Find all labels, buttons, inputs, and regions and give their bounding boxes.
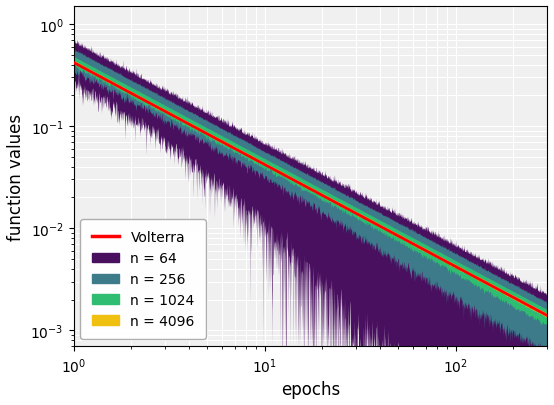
Y-axis label: function values: function values: [7, 113, 25, 240]
X-axis label: epochs: epochs: [281, 380, 340, 398]
Legend: Volterra, n = 64, n = 256, n = 1024, n = 4096: Volterra, n = 64, n = 256, n = 1024, n =…: [80, 220, 206, 339]
